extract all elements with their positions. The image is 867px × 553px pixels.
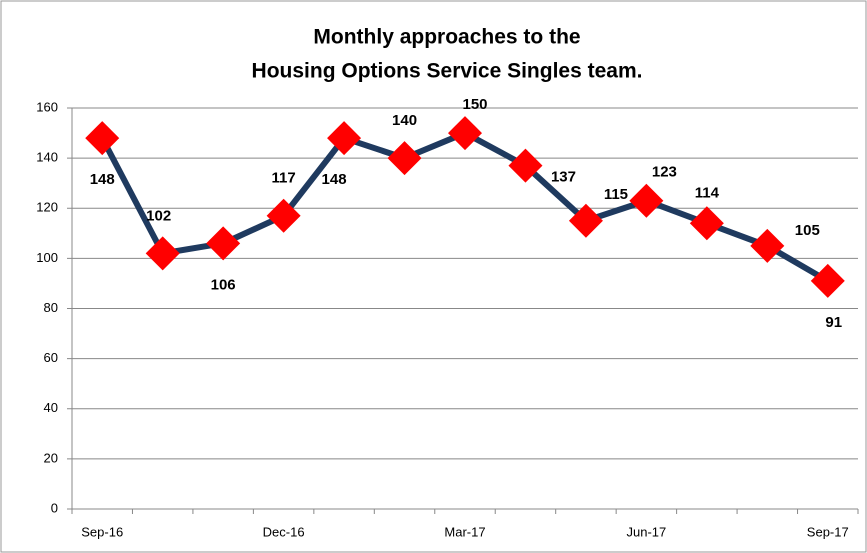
marker [85, 121, 120, 156]
marker [629, 183, 664, 218]
data-label: 137 [551, 169, 576, 186]
marker [508, 148, 543, 183]
data-label: 106 [211, 276, 236, 293]
chart-title: Housing Options Service Singles team. [252, 60, 643, 83]
data-label: 102 [146, 207, 171, 224]
y-tick-label: 20 [44, 450, 58, 465]
y-tick-label: 120 [36, 200, 58, 215]
data-label: 105 [795, 222, 820, 239]
marker [206, 226, 241, 261]
data-label: 140 [392, 112, 417, 129]
chart-title: Monthly approaches to the [313, 26, 580, 49]
x-tick-label: Sep-16 [81, 524, 123, 539]
marker [750, 228, 785, 263]
x-tick-label: Dec-16 [263, 524, 305, 539]
marker [448, 116, 482, 151]
y-tick-label: 0 [51, 500, 58, 515]
x-tick-label: Jun-17 [627, 524, 667, 539]
marker [810, 263, 845, 298]
data-label: 148 [90, 171, 115, 188]
x-tick-label: Mar-17 [444, 524, 485, 539]
y-tick-label: 160 [36, 99, 58, 114]
marker [387, 141, 422, 176]
marker [689, 206, 724, 241]
y-tick-label: 80 [44, 300, 58, 315]
marker [327, 121, 362, 156]
marker [266, 198, 301, 233]
data-label: 117 [272, 170, 296, 187]
marker [568, 203, 603, 238]
x-tick-label: Sep-17 [807, 524, 849, 539]
data-label: 114 [695, 184, 720, 201]
data-label: 148 [322, 171, 347, 188]
y-tick-label: 40 [44, 400, 58, 415]
marker [145, 236, 180, 271]
data-label: 91 [825, 314, 842, 331]
data-label: 123 [652, 164, 677, 181]
data-label: 150 [462, 96, 487, 113]
y-tick-label: 140 [36, 150, 58, 165]
y-tick-label: 60 [44, 350, 58, 365]
y-tick-label: 100 [36, 250, 58, 265]
data-label: 115 [604, 186, 628, 203]
